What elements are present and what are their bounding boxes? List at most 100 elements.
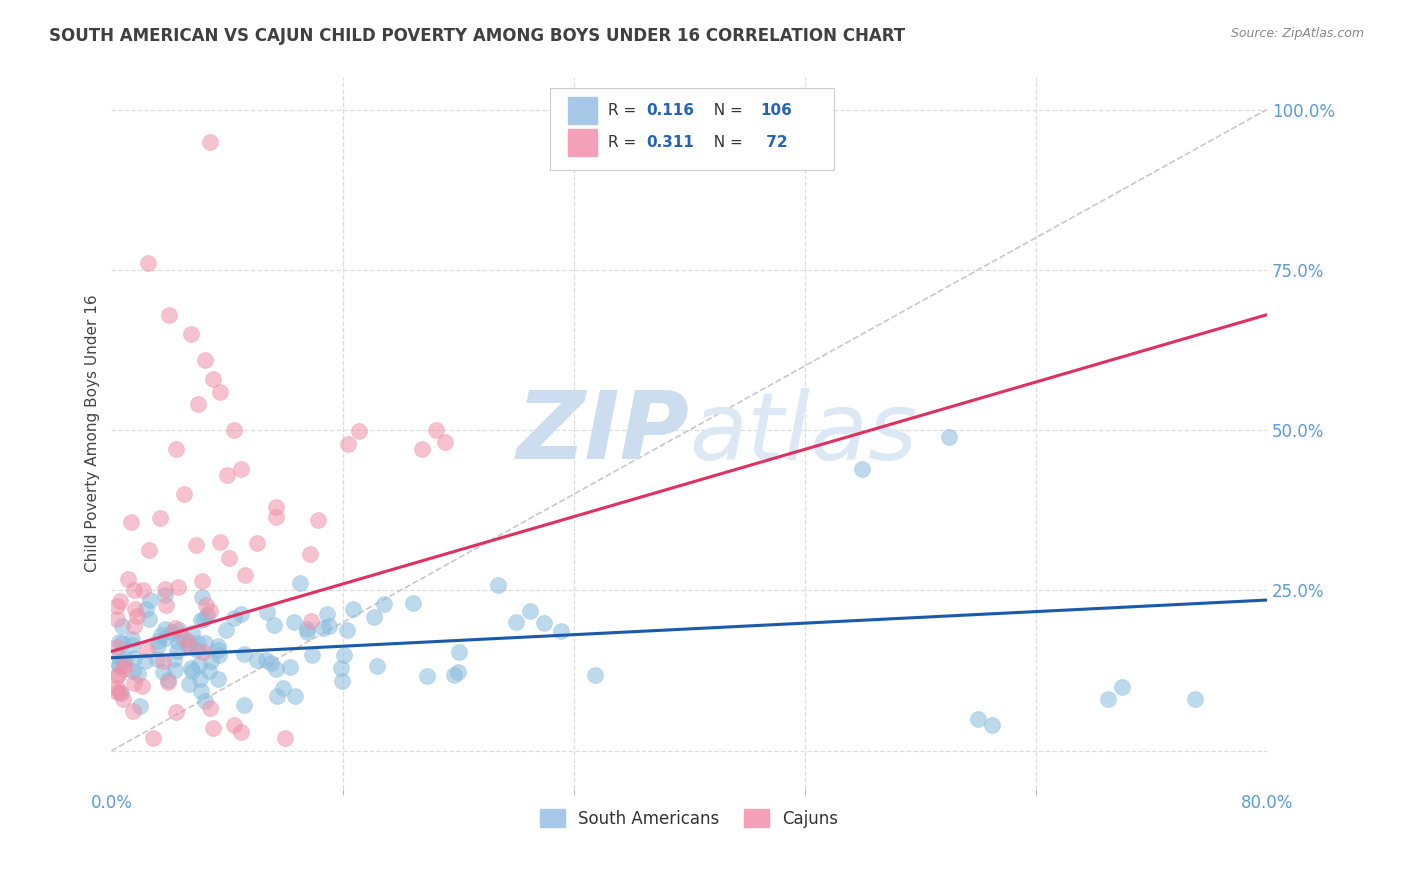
Point <box>288 576 311 591</box>
Point <box>425 423 447 437</box>
Point <box>187 658 209 673</box>
Point <box>224 423 246 437</box>
Point <box>146 634 169 648</box>
Point <box>121 632 143 646</box>
Point <box>215 468 238 483</box>
Point <box>224 611 246 625</box>
Point <box>224 718 246 732</box>
Point <box>201 721 224 735</box>
Point <box>167 580 190 594</box>
Point <box>295 624 318 639</box>
Point <box>186 643 208 657</box>
Point <box>187 636 209 650</box>
Point <box>851 461 873 475</box>
Point <box>190 683 212 698</box>
Point <box>107 659 129 673</box>
Point <box>231 724 253 739</box>
Point <box>122 583 145 598</box>
Point <box>122 704 145 718</box>
Point <box>585 667 607 681</box>
Text: 0.311: 0.311 <box>647 135 695 150</box>
Point <box>177 635 200 649</box>
Point <box>315 607 337 622</box>
Point <box>180 626 202 640</box>
Point <box>198 665 221 679</box>
Point <box>149 511 172 525</box>
Point <box>264 662 287 676</box>
Point <box>299 614 322 628</box>
Text: R =: R = <box>609 103 641 118</box>
Point <box>191 590 214 604</box>
Point <box>122 619 145 633</box>
Point <box>124 650 146 665</box>
Point <box>411 442 433 457</box>
Point <box>208 384 231 399</box>
Point <box>200 654 222 668</box>
Point <box>181 664 204 678</box>
Point <box>174 632 197 646</box>
Y-axis label: Child Poverty Among Boys Under 16: Child Poverty Among Boys Under 16 <box>86 294 100 572</box>
Point <box>112 691 135 706</box>
Point <box>336 437 359 451</box>
Point <box>232 698 254 712</box>
Point <box>200 604 222 618</box>
Point <box>170 630 193 644</box>
Point <box>208 648 231 662</box>
Point <box>318 618 340 632</box>
Text: N =: N = <box>704 103 748 118</box>
Point <box>165 663 187 677</box>
Point <box>105 612 128 626</box>
Point <box>167 623 190 637</box>
Point <box>145 652 167 666</box>
Point <box>108 649 131 664</box>
Point <box>256 605 278 619</box>
Point <box>283 615 305 629</box>
Point <box>333 648 356 662</box>
Text: 0.116: 0.116 <box>647 103 695 118</box>
Point <box>263 618 285 632</box>
Text: 72: 72 <box>761 135 787 150</box>
Point <box>163 652 186 666</box>
Point <box>121 664 143 678</box>
Point <box>156 674 179 689</box>
Point <box>447 665 470 679</box>
Point <box>519 604 541 618</box>
Point <box>180 661 202 675</box>
Point <box>111 636 134 650</box>
Point <box>330 661 353 675</box>
Point <box>179 639 201 653</box>
Point <box>366 659 388 673</box>
Point <box>127 666 149 681</box>
Point <box>146 639 169 653</box>
Point <box>111 619 134 633</box>
Point <box>166 643 188 657</box>
Point <box>191 574 214 588</box>
Point <box>165 442 187 457</box>
Point <box>486 577 509 591</box>
Point <box>233 568 256 582</box>
Point <box>231 461 253 475</box>
Point <box>273 681 295 695</box>
Point <box>157 308 180 322</box>
Point <box>105 599 128 614</box>
Point <box>373 598 395 612</box>
Point <box>295 622 318 636</box>
FancyBboxPatch shape <box>568 96 596 124</box>
Point <box>443 667 465 681</box>
Point <box>307 513 329 527</box>
Point <box>152 654 174 668</box>
Point <box>200 701 222 715</box>
Point <box>533 616 555 631</box>
Point <box>347 424 370 438</box>
Point <box>152 665 174 680</box>
Point <box>209 535 232 549</box>
Point <box>194 694 217 708</box>
Point <box>264 500 287 515</box>
Point <box>155 632 177 646</box>
Point <box>110 594 132 608</box>
Point <box>180 326 202 341</box>
Point <box>207 643 229 657</box>
Point <box>177 639 200 653</box>
Point <box>114 662 136 676</box>
Point <box>938 429 960 443</box>
